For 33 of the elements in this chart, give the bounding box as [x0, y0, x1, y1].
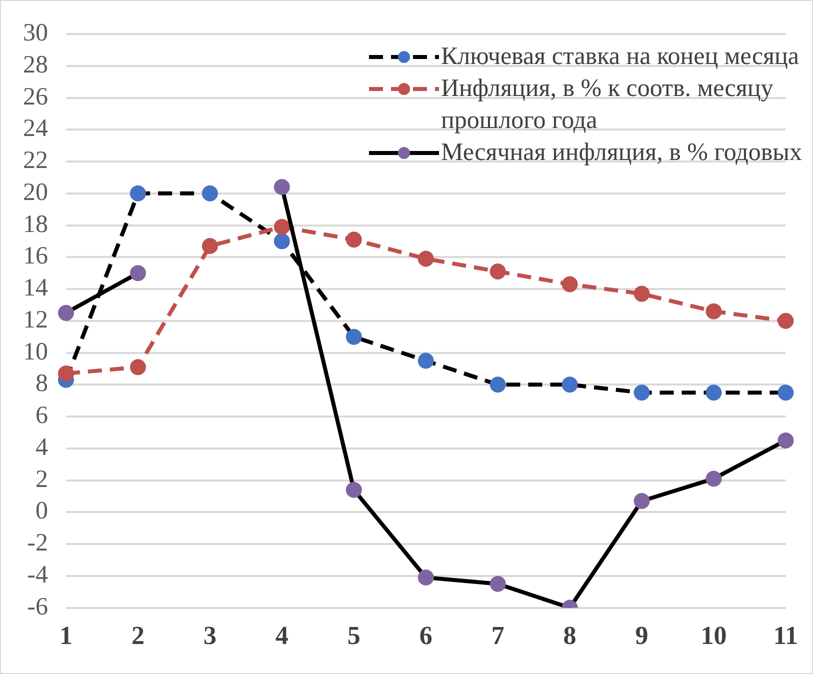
- y-tick-label: 28: [23, 51, 48, 78]
- y-tick-label: 10: [23, 338, 48, 366]
- y-tick-label: 2: [36, 466, 48, 493]
- x-tick-label: 3: [203, 621, 216, 650]
- y-tick-label: 4: [36, 434, 48, 461]
- y-tick-label: -2: [27, 530, 48, 557]
- x-tick-label: 2: [131, 621, 144, 650]
- y-tick-label: 18: [23, 210, 48, 238]
- y-tick-label: 16: [23, 242, 48, 270]
- y-tick-label: -6: [27, 593, 48, 620]
- x-tick-label: 9: [635, 621, 648, 650]
- x-tick-label: 4: [275, 621, 288, 650]
- legend-label: Месячная инфляция, в % годовых: [441, 138, 802, 168]
- y-tick-label: 22: [23, 147, 48, 174]
- x-tick-label: 11: [773, 621, 798, 650]
- x-tick-label: 1: [60, 621, 72, 650]
- x-tick-label: 10: [700, 621, 727, 650]
- y-tick-label: 6: [36, 402, 48, 430]
- legend-label: Ключевая ставка на конец месяца: [441, 42, 800, 72]
- legend-label: Инфляция, в % к соотв. месяцу прошлого года: [441, 74, 774, 136]
- y-tick-label: 20: [23, 178, 48, 206]
- x-tick-label: 5: [347, 621, 360, 650]
- y-tick-label: 14: [23, 274, 48, 302]
- y-tick-label: 26: [23, 83, 48, 110]
- y-tick-label: 24: [23, 115, 48, 142]
- y-tick-label: 0: [36, 498, 48, 525]
- x-tick-label: 7: [491, 621, 504, 650]
- x-tick-label: 6: [419, 621, 432, 650]
- y-tick-label: -4: [27, 561, 48, 588]
- x-tick-label: 8: [563, 621, 576, 650]
- y-tick-label: 30: [23, 20, 48, 47]
- y-tick-label: 8: [36, 370, 48, 398]
- y-tick-label: 12: [23, 306, 48, 334]
